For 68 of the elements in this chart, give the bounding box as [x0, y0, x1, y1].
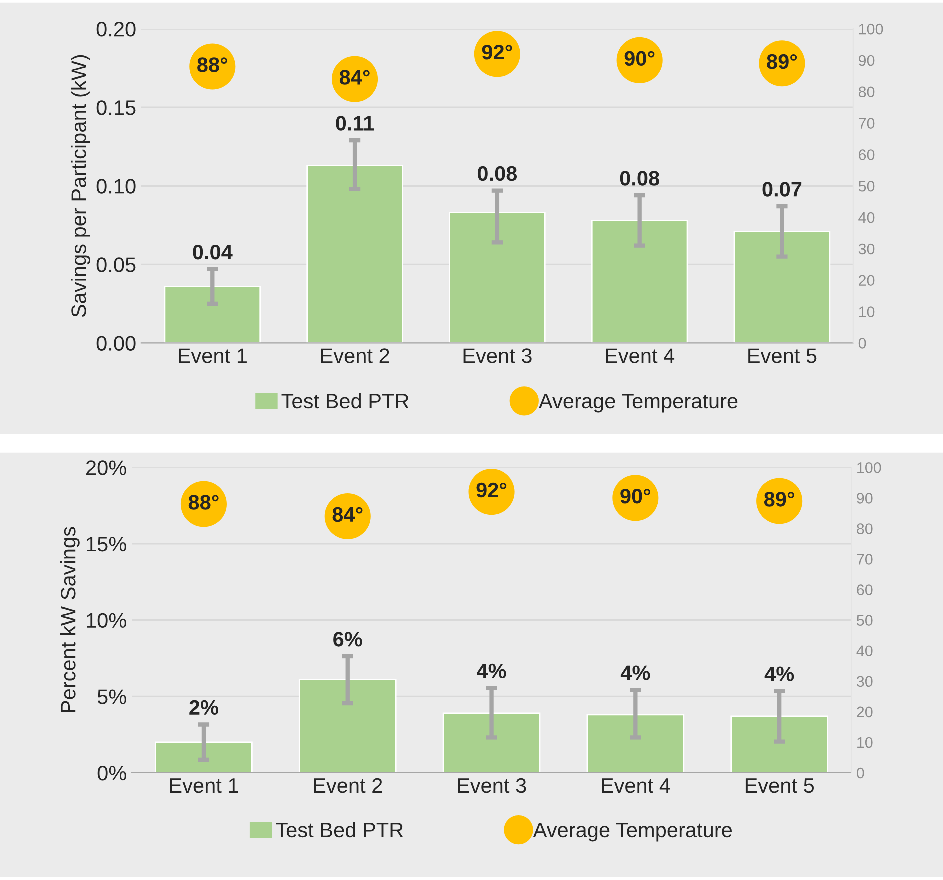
- y2-tick-label: 100: [858, 462, 882, 474]
- data-label: 84°: [340, 70, 370, 85]
- y2-tick-label: 60: [859, 150, 875, 160]
- y-tick-label: 0.15: [96, 100, 136, 116]
- x-tick-label: Event 4: [606, 348, 675, 364]
- y2-tick-label: 10: [859, 306, 875, 318]
- y2-tick-label: 40: [856, 646, 873, 657]
- y2-tick-label: 80: [857, 524, 873, 534]
- legend-label: Test Bed PTR: [282, 393, 409, 409]
- legend-label: Test Bed PTR: [276, 822, 404, 838]
- data-label: 90°: [624, 51, 655, 66]
- y2-tick-label: 90: [857, 493, 873, 504]
- data-label: 90°: [620, 489, 651, 504]
- x-tick-label: Event 2: [314, 778, 382, 794]
- data-label: 92°: [482, 45, 512, 60]
- data-label: 0.07: [762, 182, 802, 197]
- y-tick-label: 5%: [98, 690, 126, 704]
- x-tick-label: Event 1: [179, 348, 247, 364]
- y2-tick-label: 50: [858, 180, 875, 192]
- y-tick-label: 0%: [98, 766, 126, 781]
- y-tick-label: 15%: [87, 537, 126, 552]
- y-tick-label: 10%: [87, 613, 126, 628]
- data-label: 0.08: [478, 166, 518, 182]
- data-label: 89°: [767, 54, 798, 70]
- x-tick-label: Event 1: [170, 778, 238, 794]
- legend-label: Average Temperature: [533, 823, 732, 842]
- x-tick-label: Event 2: [321, 348, 390, 364]
- data-label: 6%: [334, 632, 362, 647]
- y2-tick-label: 0: [856, 768, 864, 779]
- y2-tick-label: 70: [859, 118, 875, 129]
- y-tick-label: 0.20: [96, 22, 136, 37]
- data-label: 4%: [764, 666, 794, 682]
- data-label: 88°: [188, 495, 219, 510]
- x-tick-label: Event 3: [458, 778, 526, 794]
- legend-label: Average Temperature: [539, 394, 738, 413]
- y2-tick-label: 40: [858, 212, 875, 224]
- y2-tick-label: 70: [857, 554, 873, 565]
- data-label: 0.04: [193, 244, 233, 260]
- y2-tick-label: 20: [857, 706, 873, 718]
- y-tick-label: 20%: [86, 460, 126, 476]
- y-axis-title: Percent kW Savings: [60, 527, 80, 712]
- data-label: 0.08: [620, 171, 660, 186]
- x-tick-label: Event 5: [746, 778, 814, 794]
- x-tick-label: Event 5: [748, 348, 817, 364]
- y2-tick-label: 30: [858, 244, 875, 255]
- data-label: 92°: [476, 482, 507, 498]
- y2-tick-label: 10: [858, 737, 873, 748]
- y2-tick-label: 90: [858, 55, 875, 66]
- y-tick-label: 0.00: [96, 336, 136, 351]
- y2-tick-label: 100: [859, 24, 884, 35]
- y2-tick-label: 60: [857, 584, 873, 596]
- data-label: 88°: [198, 58, 228, 72]
- x-tick-label: Event 4: [602, 778, 670, 794]
- data-label: 0.11: [336, 116, 374, 131]
- x-tick-label: Event 3: [464, 348, 532, 364]
- y2-tick-label: 50: [857, 615, 873, 626]
- data-label: 4%: [620, 666, 650, 680]
- data-label: 2%: [190, 700, 218, 716]
- data-label: 4%: [477, 664, 506, 679]
- y-tick-label: 0.10: [96, 179, 136, 194]
- y2-tick-label: 0: [858, 338, 866, 349]
- data-label: 89°: [764, 492, 794, 507]
- y2-tick-label: 20: [859, 275, 875, 286]
- y-tick-label: 0.05: [96, 258, 136, 272]
- y2-tick-label: 80: [858, 86, 875, 98]
- y-axis-title: Savings per Participant (kW): [71, 55, 90, 318]
- y2-tick-label: 30: [856, 676, 873, 688]
- data-label: 84°: [332, 507, 363, 522]
